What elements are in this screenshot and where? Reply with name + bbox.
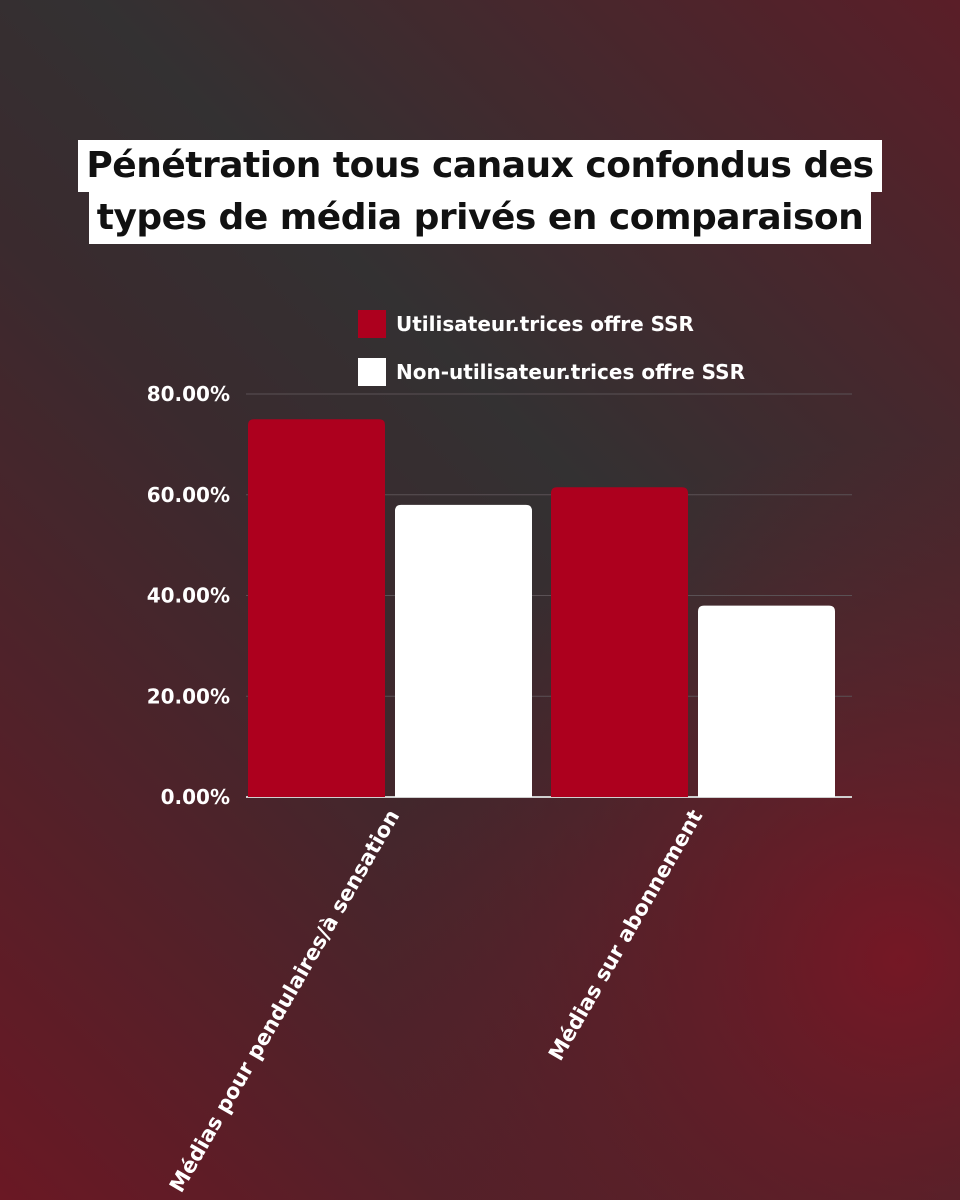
- chart-title: Pénétration tous canaux confondus des ty…: [0, 140, 960, 244]
- legend-swatch-users: [358, 310, 386, 338]
- y-tick-label-80: 80.00%: [147, 382, 230, 406]
- legend-label-non-users: Non-utilisateur.trices offre SSR: [396, 360, 745, 384]
- bar-non-users-1: [698, 605, 835, 797]
- bar-non-users-0: [395, 504, 532, 797]
- chart-legend: Utilisateur.trices offre SSR Non-utilisa…: [358, 306, 745, 402]
- y-tick-label-20: 20.00%: [147, 684, 230, 708]
- y-tick-label-0: 0.00%: [161, 785, 230, 809]
- legend-item-users: Utilisateur.trices offre SSR: [358, 306, 745, 342]
- x-category-label-0: Médias pour pendulaires/à sensation: [165, 806, 405, 1197]
- chart-title-line-2: types de média privés en comparaison: [88, 192, 872, 244]
- chart-title-line-1: Pénétration tous canaux confondus des: [78, 140, 882, 192]
- legend-swatch-non-users: [358, 358, 386, 386]
- legend-label-users: Utilisateur.trices offre SSR: [396, 312, 694, 336]
- y-tick-label-40: 40.00%: [147, 584, 230, 608]
- bar-users-0: [248, 419, 385, 797]
- legend-item-non-users: Non-utilisateur.trices offre SSR: [358, 354, 745, 390]
- bar-users-1: [551, 487, 688, 797]
- y-tick-label-60: 60.00%: [147, 483, 230, 507]
- x-category-label-1: Médias sur abonnement: [544, 806, 707, 1065]
